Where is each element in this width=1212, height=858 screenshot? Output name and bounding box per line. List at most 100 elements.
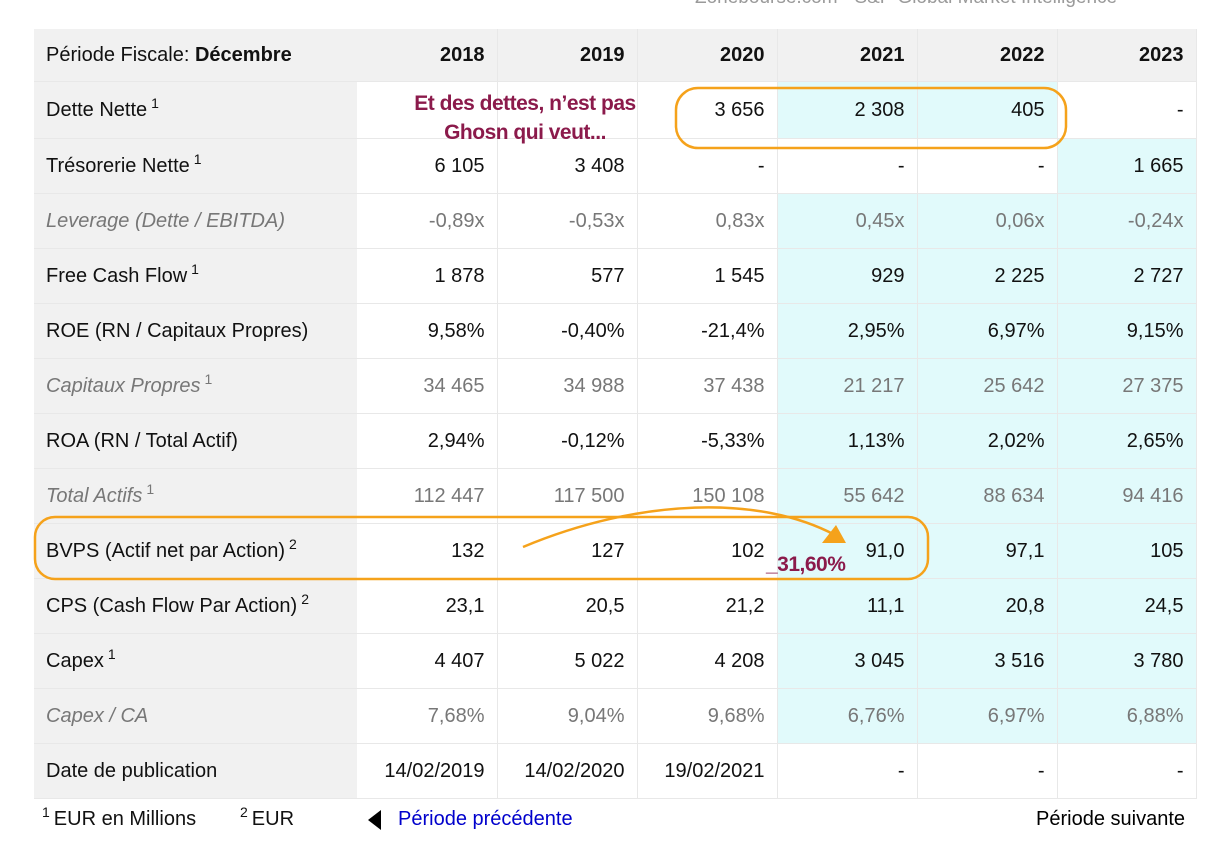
table-header-row: Période Fiscale: Décembre 2018 2019 2020…: [34, 29, 1197, 82]
table-cell: 7,68%: [357, 688, 498, 744]
next-period-link[interactable]: Période suivante: [1036, 808, 1185, 830]
table-cell: 21 217: [777, 358, 918, 414]
table-cell: 405: [917, 81, 1058, 139]
table-cell: 127: [497, 523, 638, 579]
table-cell: 4 407: [357, 633, 498, 689]
table-cell: -: [1057, 81, 1197, 139]
table-cell: 20,8: [917, 578, 1058, 634]
table-cell: -: [917, 743, 1058, 799]
table-cell: 2,02%: [917, 413, 1058, 469]
table-cell: 19/02/2021: [637, 743, 778, 799]
footnote-marker: 1: [191, 260, 199, 277]
table-cell: 6 105: [357, 138, 498, 194]
table-cell: [357, 81, 498, 139]
table-cell: -0,53x: [497, 193, 638, 249]
table-row: Capex / CA 7,68% 9,04% 9,68% 6,76% 6,97% 6,88%: [34, 688, 1197, 744]
table-row: Date de publication 14/02/2019 14/02/2020 1…: [34, 743, 1197, 799]
fiscal-period-label: Période Fiscale: Décembre: [34, 29, 357, 82]
row-label: Dette Nette 1: [34, 81, 357, 139]
previous-period-link[interactable]: Période précédente: [398, 808, 573, 830]
footnote-marker: 2: [289, 535, 297, 552]
table-cell: 2 727: [1057, 248, 1197, 304]
table-row: Total Actifs 1 112 447 117 500 150 108 55 642…: [34, 468, 1197, 524]
table-cell: 9,15%: [1057, 303, 1197, 359]
row-label: CPS (Cash Flow Par Action) 2: [34, 578, 357, 634]
table-cell: -0,12%: [497, 413, 638, 469]
table-cell: -0,40%: [497, 303, 638, 359]
table-cell: -: [917, 138, 1058, 194]
table-cell: 9,68%: [637, 688, 778, 744]
table-cell: 132: [357, 523, 498, 579]
footnote-marker: 1: [146, 480, 155, 497]
table-cell: 6,76%: [777, 688, 918, 744]
table-cell: 34 465: [357, 358, 498, 414]
table-cell: 112 447: [357, 468, 498, 524]
row-label: Capex / CA: [34, 688, 357, 744]
table-cell: 55 642: [777, 468, 918, 524]
table-cell: 1 545: [637, 248, 778, 304]
table-cell: 88 634: [917, 468, 1058, 524]
table-cell: 20,5: [497, 578, 638, 634]
source-watermark: Zonebourse.com - S&P Global Market Intel…: [695, 0, 1200, 11]
table-cell: -: [777, 743, 918, 799]
table-cell: 1 665: [1057, 138, 1197, 194]
table-cell: 9,04%: [497, 688, 638, 744]
debt-annotation-line: Et des dettes, n’est pas: [414, 92, 636, 115]
table-cell: 105: [1057, 523, 1197, 579]
table-cell: 14/02/2019: [357, 743, 498, 799]
table-cell: 6,88%: [1057, 688, 1197, 744]
row-label: Free Cash Flow 1: [34, 248, 357, 304]
row-label: Date de publication: [34, 743, 357, 799]
footnote-marker: 1: [107, 645, 116, 662]
row-label: ROA (RN / Total Actif): [34, 413, 357, 469]
table-cell: 1,13%: [777, 413, 918, 469]
table-row: Capitaux Propres 1 34 465 34 988 37 438 21 21…: [34, 358, 1197, 414]
footnote-marker: 1: [151, 94, 159, 111]
table-cell: 3 516: [917, 633, 1058, 689]
row-label: Capitaux Propres 1: [34, 358, 357, 414]
table-cell: 3 045: [777, 633, 918, 689]
debt-annotation-line: Ghosn qui veut...: [444, 121, 606, 144]
table-cell: 1 878: [357, 248, 498, 304]
table-cell: 929: [777, 248, 918, 304]
year-header: 2023: [1057, 29, 1197, 82]
triangle-left-icon[interactable]: [368, 810, 381, 830]
table-cell: 23,1: [357, 578, 498, 634]
table-cell: 3 780: [1057, 633, 1197, 689]
row-label: Capex 1: [34, 633, 357, 689]
table-row: CPS (Cash Flow Par Action) 2 23,1 20,5 21,2 1…: [34, 578, 1197, 634]
table-cell: -0,24x: [1057, 193, 1197, 249]
table-row: Free Cash Flow 1 1 878 577 1 545 929 2 225 2 72…: [34, 248, 1197, 304]
footnote-marker: 1: [193, 150, 202, 167]
table-cell: 0,45x: [777, 193, 918, 249]
table-cell: 2 225: [917, 248, 1058, 304]
table-row: Capex 1 4 407 5 022 4 208 3 045 3 516 3 780: [34, 633, 1197, 689]
footnote-marker: 2: [301, 590, 309, 607]
table-cell: 37 438: [637, 358, 778, 414]
row-label: Trésorerie Nette 1: [34, 138, 357, 194]
table-cell: 0,06x: [917, 193, 1058, 249]
table-cell: 4 208: [637, 633, 778, 689]
table-cell: -0,89x: [357, 193, 498, 249]
table-cell: 6,97%: [917, 688, 1058, 744]
table-cell: 24,5: [1057, 578, 1197, 634]
table-row: ROE (RN / Capitaux Propres) 9,58% -0,40% -2…: [34, 303, 1197, 359]
table-cell: 27 375: [1057, 358, 1197, 414]
table-cell: 34 988: [497, 358, 638, 414]
table-cell: -: [637, 138, 778, 194]
table-cell: 577: [497, 248, 638, 304]
row-label: Total Actifs 1: [34, 468, 357, 524]
table-cell: 21,2: [637, 578, 778, 634]
table-cell: 5 022: [497, 633, 638, 689]
table-cell: 11,1: [777, 578, 918, 634]
table-cell: 6,97%: [917, 303, 1058, 359]
table-cell: 117 500: [497, 468, 638, 524]
table-cell: 2,65%: [1057, 413, 1197, 469]
table-cell: 2,94%: [357, 413, 498, 469]
table-cell: 2,95%: [777, 303, 918, 359]
table-row: ROA (RN / Total Actif) 2,94% -0,12% -5,33% 1…: [34, 413, 1197, 469]
table-cell: 2 308: [777, 81, 918, 139]
table-footer: 1 EUR en Millions 2 EUR Période précédente…: [0, 800, 1212, 840]
year-header: 2021: [777, 29, 918, 82]
table-row: Leverage (Dette / EBITDA) -0,89x -0,53x 0,8…: [34, 193, 1197, 249]
